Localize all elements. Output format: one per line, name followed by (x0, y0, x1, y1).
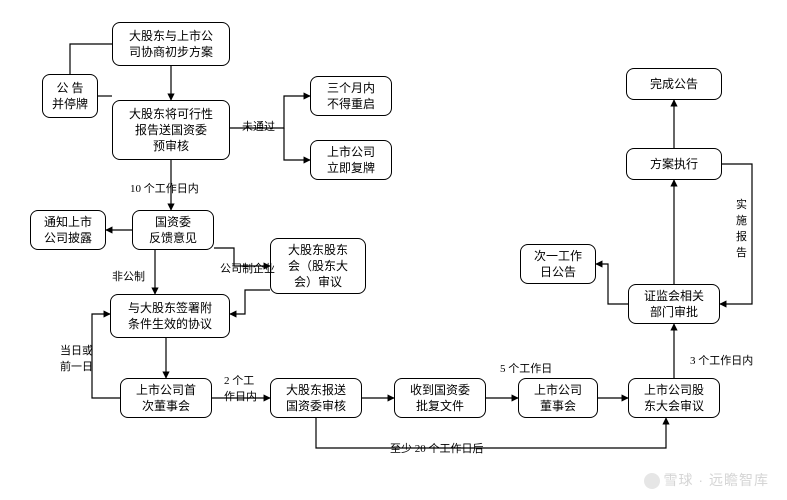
node-n_shvote: 上市公司股 东大会审议 (628, 378, 720, 418)
node-n_board1: 上市公司首 次董事会 (120, 378, 212, 418)
edge-n_submit-n_shvote (316, 418, 666, 448)
watermark-text: 雪球 · 远瞻智库 (664, 472, 769, 488)
node-n_submit: 大股东报送 国资委审核 (270, 378, 362, 418)
node-n_notify: 通知上市 公司披露 (30, 210, 106, 250)
node-n_plan: 大股东与上市公 司协商初步方案 (112, 22, 230, 66)
node-n_shmeeting: 大股东股东 会（股东大 会）审议 (270, 238, 366, 294)
label-l_5days: 5 个工作日 (500, 360, 552, 376)
label-l_3days: 3 个工作日内 (690, 352, 753, 368)
label-l_fail: 未通过 (242, 118, 275, 134)
node-n_announce: 公 告 并停牌 (42, 74, 98, 118)
edge-n_plan-n_announce (70, 44, 112, 74)
node-n_feedback: 国资委 反馈意见 (132, 210, 214, 250)
edge-n_shmeeting-n_sign (230, 290, 270, 314)
label-l_sameday: 当日或 前一日 (60, 342, 93, 374)
label-l_2days: 2 个工 作日内 (224, 372, 257, 404)
node-n_csrc: 证监会相关 部门审批 (628, 284, 720, 324)
edge-n_feasibility-n_resume (284, 128, 310, 160)
label-l_report: 实 施 报 告 (736, 196, 747, 260)
node-n_receive: 收到国资委 批复文件 (394, 378, 486, 418)
node-n_sign: 与大股东签署附 条件生效的协议 (110, 294, 230, 338)
watermark: 雪球 · 远瞻智库 (644, 470, 769, 490)
label-l_10days: 10 个工作日内 (130, 180, 199, 196)
node-n_resume: 上市公司 立即复牌 (310, 140, 392, 180)
label-l_co: 公司制企业 (220, 260, 275, 276)
node-n_complete: 完成公告 (626, 68, 722, 100)
edge-n_csrc-n_nextday (596, 264, 628, 304)
label-l_20days: 至少 20 个工作日后 (390, 440, 484, 456)
node-n_nextday: 次一工作 日公告 (520, 244, 596, 284)
node-n_3months: 三个月内 不得重启 (310, 76, 392, 116)
node-n_board2: 上市公司 董事会 (518, 378, 598, 418)
node-n_feasibility: 大股东将可行性 报告送国资委 预审核 (112, 100, 230, 160)
label-l_nonco: 非公制 (112, 268, 145, 284)
node-n_execute: 方案执行 (626, 148, 722, 180)
watermark-icon (644, 473, 660, 489)
